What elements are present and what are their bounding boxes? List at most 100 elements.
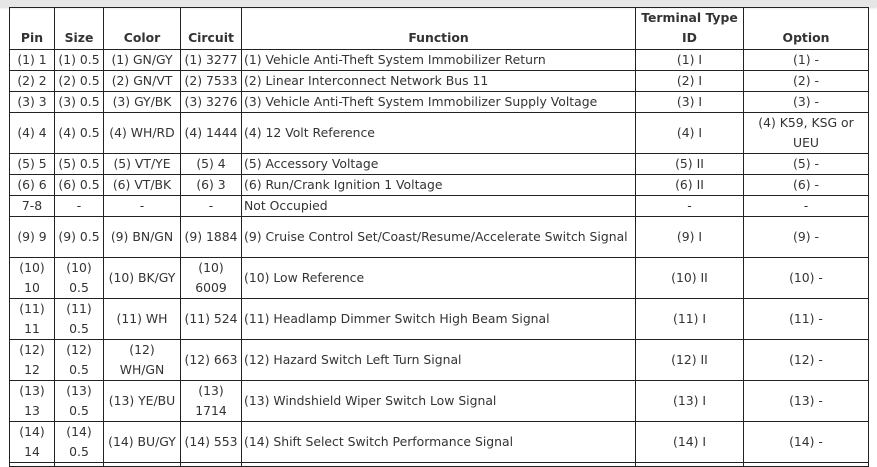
cell-option: (11) -	[743, 298, 869, 340]
cell-color: (14) BU/GY	[103, 421, 181, 463]
cell-pin: (3) 3	[9, 91, 55, 113]
table-row: (10) 10 (10) 0.5 (10) BK/GY (10) 6009 (10) L…	[9, 257, 869, 299]
cell-pin: (6) 6	[9, 174, 55, 196]
cell-color: (4) WH/RD	[103, 112, 181, 154]
cell-color: (2) GN/VT	[103, 70, 181, 92]
cell-size: (9) 0.5	[54, 216, 104, 258]
cell-color: (11) WH	[103, 298, 181, 340]
header-row: Pin Size Color Circuit Function Terminal…	[9, 7, 869, 50]
table-row: (12) 12 (12) 0.5 (12) WH/GN (12) 663 (12) Ha…	[9, 339, 869, 381]
cell-terminal: (5) II	[635, 153, 744, 175]
cell-function	[241, 462, 636, 467]
cell-pin: (12) 12	[9, 339, 55, 381]
header-option: Option	[743, 7, 869, 50]
header-size: Size	[54, 7, 104, 50]
cell-option: (6) -	[743, 174, 869, 196]
cell-size: (14) 0.5	[54, 421, 104, 463]
cell-circuit: (11) 524	[180, 298, 242, 340]
cell-function: (13) Windshield Wiper Switch Low Signal	[241, 380, 636, 422]
cell-size: (12) 0.5	[54, 339, 104, 381]
cell-circuit: (14) 553	[180, 421, 242, 463]
cell-function: (5) Accessory Voltage	[241, 153, 636, 175]
cell-size: (1) 0.5	[54, 49, 104, 71]
cell-terminal: (1) I	[635, 49, 744, 71]
table-row: (11) 11 (11) 0.5 (11) WH (11) 524 (11) Headl…	[9, 298, 869, 340]
cell-size: (6) 0.5	[54, 174, 104, 196]
cell-function: (12) Hazard Switch Left Turn Signal	[241, 339, 636, 381]
table-row: (9) 9 (9) 0.5 (9) BN/GN (9) 1884 (9) Cruise …	[9, 216, 869, 258]
table-row: (5) 5 (5) 0.5 (5) VT/YE (5) 4 (5) Accessory …	[9, 153, 869, 175]
cell-circuit: (13) 1714	[180, 380, 242, 422]
table-row: (1) 1 (1) 0.5 (1) GN/GY (1) 3277 (1) Vehicle…	[9, 49, 869, 71]
cell-pin: 7-8	[9, 195, 55, 217]
cell-option	[743, 462, 869, 467]
cell-function: (11) Headlamp Dimmer Switch High Beam Si…	[241, 298, 636, 340]
header-color: Color	[103, 7, 181, 50]
cell-color: (1) GN/GY	[103, 49, 181, 71]
cell-function: (9) Cruise Control Set/Coast/Resume/Acce…	[241, 216, 636, 258]
cell-pin: (14) 14	[9, 421, 55, 463]
cell-option: (4) K59, KSG or UEU	[743, 112, 869, 154]
cell-function: Not Occupied	[241, 195, 636, 217]
cell-function: (2) Linear Interconnect Network Bus 11	[241, 70, 636, 92]
cell-function: (14) Shift Select Switch Performance Sig…	[241, 421, 636, 463]
cell-circuit: (9) 1884	[180, 216, 242, 258]
cell-color: -	[103, 195, 181, 217]
table-row: (14) 14 (14) 0.5 (14) BU/GY (14) 553 (14) Sh…	[9, 421, 869, 463]
cell-color: (10) BK/GY	[103, 257, 181, 299]
cell-circuit: (10) 6009	[180, 257, 242, 299]
cell-function: (6) Run/Crank Ignition 1 Voltage	[241, 174, 636, 196]
cell-color: (13) YE/BU	[103, 380, 181, 422]
header-terminal-type-id: Terminal Type ID	[635, 7, 744, 50]
cell-option: (3) -	[743, 91, 869, 113]
cell-circuit: (4) 1444	[180, 112, 242, 154]
cell-option: (13) -	[743, 380, 869, 422]
top-bar	[0, 0, 877, 7]
cell-terminal: (4) I	[635, 112, 744, 154]
cell-terminal: (12) II	[635, 339, 744, 381]
cell-color: (5) VT/YE	[103, 153, 181, 175]
cell-terminal: (3) I	[635, 91, 744, 113]
cell-pin: (4) 4	[9, 112, 55, 154]
cell-circuit: (12) 663	[180, 339, 242, 381]
table-row: (6) 6 (6) 0.5 (6) VT/BK (6) 3 (6) Run/Crank …	[9, 174, 869, 196]
cell-pin: (11) 11	[9, 298, 55, 340]
cell-size: (2) 0.5	[54, 70, 104, 92]
cell-option: (9) -	[743, 216, 869, 258]
cell-pin: (10) 10	[9, 257, 55, 299]
header-function: Function	[241, 7, 636, 50]
cell-circuit: (1) 3277	[180, 49, 242, 71]
cell-color: (3) GY/BK	[103, 91, 181, 113]
cell-size: (10) 0.5	[54, 257, 104, 299]
cell-option: (1) -	[743, 49, 869, 71]
cell-pin: (1) 1	[9, 49, 55, 71]
cell-circuit: -	[180, 195, 242, 217]
cell-size	[54, 462, 104, 467]
pinout-table: Pin Size Color Circuit Function Terminal…	[9, 7, 869, 467]
table-row: 7-8- - - Not Occupied - -	[9, 195, 869, 217]
cell-size: -	[54, 195, 104, 217]
cell-circuit: (6) 3	[180, 174, 242, 196]
cell-color: (9) BN/GN	[103, 216, 181, 258]
cell-option: (10) -	[743, 257, 869, 299]
cell-circuit	[180, 462, 242, 467]
table-row: (2) 2 (2) 0.5 (2) GN/VT (2) 7533 (2) Linear …	[9, 70, 869, 92]
cell-terminal: (10) II	[635, 257, 744, 299]
cell-option: (12) -	[743, 339, 869, 381]
cell-option: (5) -	[743, 153, 869, 175]
cell-circuit: (3) 3276	[180, 91, 242, 113]
cell-function: (4) 12 Volt Reference	[241, 112, 636, 154]
cell-size: (13) 0.5	[54, 380, 104, 422]
cell-terminal: (6) II	[635, 174, 744, 196]
cell-pin: (5) 5	[9, 153, 55, 175]
table-row: (4) 4 (4) 0.5 (4) WH/RD (4) 1444 (4) 12 Volt…	[9, 112, 869, 154]
cell-terminal: (11) I	[635, 298, 744, 340]
cell-terminal	[635, 462, 744, 467]
cell-terminal: (14) I	[635, 421, 744, 463]
cell-color: (12) WH/GN	[103, 339, 181, 381]
cell-circuit: (5) 4	[180, 153, 242, 175]
cell-pin: (2) 2	[9, 70, 55, 92]
cell-terminal: (2) I	[635, 70, 744, 92]
header-pin: Pin	[9, 7, 55, 50]
table-row: (3) 3 (3) 0.5 (3) GY/BK (3) 3276 (3) Vehicle…	[9, 91, 869, 113]
